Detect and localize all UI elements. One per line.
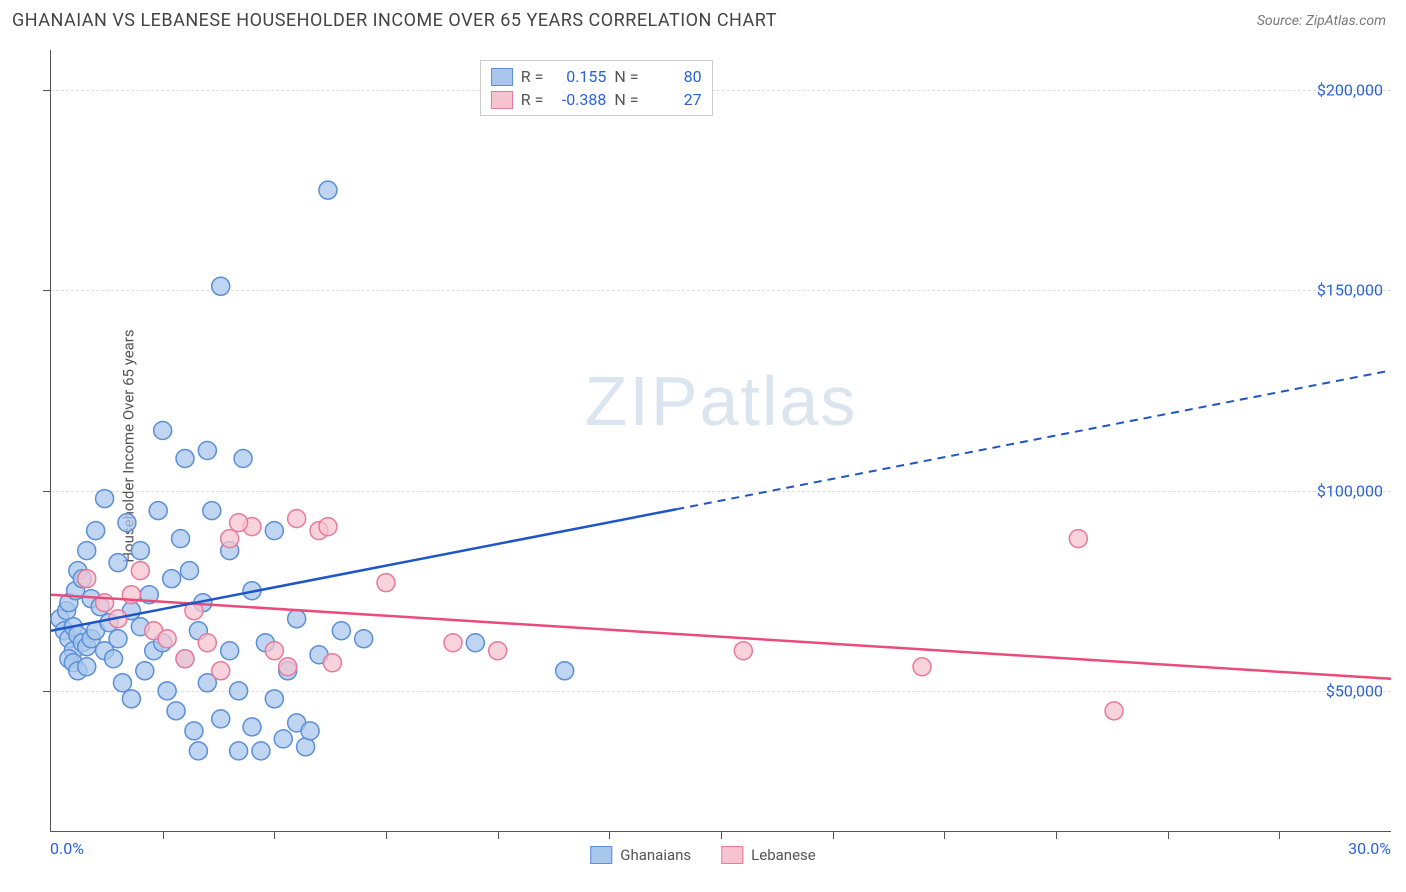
legend-item-ghanaians: Ghanaians xyxy=(590,846,691,864)
legend-label-ghanaians: Ghanaians xyxy=(620,846,691,864)
n-value-ghanaians: 80 xyxy=(647,67,702,86)
r-value-lebanese: -0.388 xyxy=(551,90,606,109)
n-label: N = xyxy=(614,67,638,86)
x-axis-max-label: 30.0% xyxy=(1348,839,1391,858)
legend-label-lebanese: Lebanese xyxy=(751,846,816,864)
correlation-legend: R = 0.155 N = 80 R = -0.388 N = 27 xyxy=(480,60,713,116)
swatch-ghanaians xyxy=(590,846,612,864)
swatch-lebanese xyxy=(491,91,513,109)
scatter-plot-svg xyxy=(51,50,1391,831)
legend-item-lebanese: Lebanese xyxy=(721,846,816,864)
legend-row-ghanaians: R = 0.155 N = 80 xyxy=(491,65,702,88)
n-label: N = xyxy=(614,90,638,109)
chart-title: GHANAIAN VS LEBANESE HOUSEHOLDER INCOME … xyxy=(12,10,777,31)
r-label: R = xyxy=(521,67,544,86)
chart-plot-area: $50,000$100,000$150,000$200,000 ZIPatlas… xyxy=(50,50,1391,832)
swatch-ghanaians xyxy=(491,68,513,86)
swatch-lebanese xyxy=(721,846,743,864)
r-label: R = xyxy=(521,90,544,109)
x-axis-min-label: 0.0% xyxy=(50,839,84,858)
source-label: Source: ZipAtlas.com xyxy=(1257,13,1386,29)
n-value-lebanese: 27 xyxy=(647,90,702,109)
legend-row-lebanese: R = -0.388 N = 27 xyxy=(491,88,702,111)
series-legend: Ghanaians Lebanese xyxy=(590,846,815,864)
r-value-ghanaians: 0.155 xyxy=(551,67,606,86)
